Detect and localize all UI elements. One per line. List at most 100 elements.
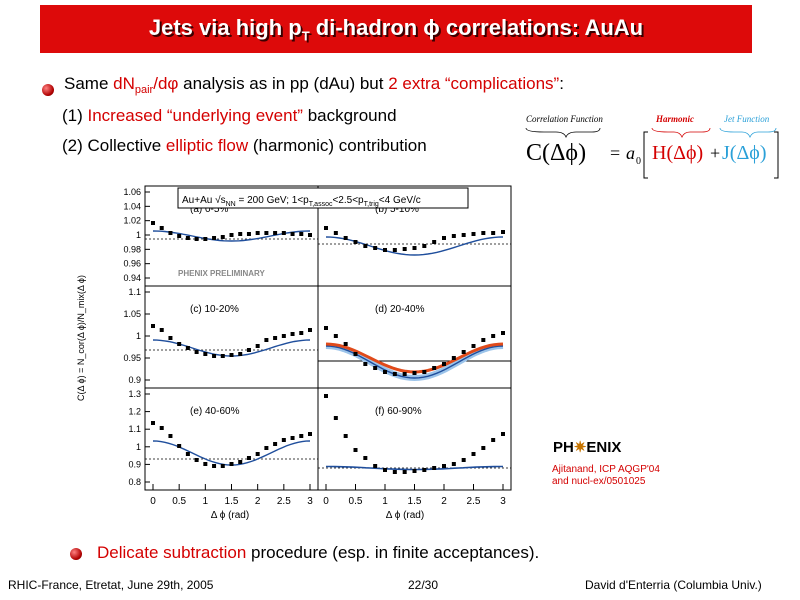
data-point	[212, 464, 217, 468]
data-point	[212, 236, 217, 240]
x-tick-label: 0	[150, 496, 156, 507]
data-point	[363, 244, 368, 248]
correlation-equation: Correlation Function C(Δϕ) = a 0 Harmoni…	[525, 114, 779, 179]
data-point	[333, 334, 338, 338]
data-point	[343, 434, 348, 438]
data-point	[238, 232, 243, 236]
data-point	[343, 236, 348, 240]
data-point	[481, 446, 486, 450]
data-point	[308, 233, 312, 237]
data-point	[353, 448, 358, 452]
panel-label: (b) 5-10%	[375, 204, 419, 215]
data-point	[229, 233, 234, 237]
data-point	[432, 366, 437, 370]
plot-header-box	[177, 187, 469, 209]
data-point	[324, 226, 328, 230]
data-point	[151, 221, 155, 225]
data-point	[151, 421, 155, 425]
data-point	[308, 328, 312, 332]
data-point	[299, 232, 304, 236]
y-tick-label: 1	[136, 442, 141, 452]
x-tick-label: 0.5	[349, 496, 363, 507]
data-point	[501, 230, 505, 234]
y-tick-label: 0.9	[128, 375, 141, 385]
y-tick-label: 1.2	[128, 407, 141, 417]
data-point	[383, 370, 387, 374]
data-point	[308, 432, 312, 436]
data-point	[185, 452, 190, 456]
harmonic-curve	[152, 440, 311, 466]
data-point	[412, 469, 417, 473]
data-point	[203, 462, 208, 466]
data-point	[246, 348, 251, 352]
y-tick-label: 1.1	[128, 424, 141, 434]
data-point	[177, 444, 182, 448]
x-axis-label: Δ ϕ (rad)	[386, 510, 424, 521]
data-point	[363, 362, 368, 366]
data-point	[442, 362, 446, 366]
x-tick-label: 2	[255, 496, 261, 507]
y-tick-label: 0.8	[128, 477, 141, 487]
plot-header: Au+Au √sNN = 200 GeV; 1<pT,assoc<2.5<pT,…	[182, 194, 421, 208]
bullet-text-1: Same dNpair/dφ analysis as in pp (dAu) b…	[64, 74, 564, 96]
y-tick-label: 1.06	[123, 187, 141, 197]
x-tick-label: 3	[500, 496, 506, 507]
data-point	[273, 231, 278, 235]
data-point	[422, 468, 427, 472]
slide-title: Jets via high pT di-hadron ϕ correlation…	[148, 14, 644, 44]
data-point	[442, 236, 446, 240]
data-point	[151, 324, 155, 328]
data-point	[168, 231, 173, 235]
data-point	[264, 231, 269, 235]
correlation-plot-grid: 1.06 1.04 1.02 1 0.98 0.96 0.94 (a) 0-5% (b) 5-1…	[76, 185, 512, 521]
bullet-icon	[70, 548, 82, 560]
data-point	[290, 232, 295, 236]
data-point	[264, 446, 269, 450]
panel-label: (c) 10-20%	[190, 304, 239, 315]
panel-label: (a) 0-5%	[190, 204, 228, 215]
equals-sign: =	[610, 143, 620, 163]
data-point	[299, 331, 304, 335]
data-point	[412, 246, 417, 250]
data-point	[229, 353, 234, 357]
data-point	[491, 334, 496, 338]
footer-left: RHIC-France, Etretat, June 29th, 2005	[8, 578, 214, 592]
data-point	[255, 344, 260, 348]
data-point	[194, 458, 199, 462]
data-point	[461, 350, 466, 354]
data-point	[281, 438, 286, 442]
x-tick-label: 2.5	[277, 496, 291, 507]
data-point	[203, 352, 208, 356]
data-point	[333, 416, 338, 420]
y-tick-label: 0.95	[123, 353, 141, 363]
y-tick-label: 0.9	[128, 459, 141, 469]
a0-subscript: 0	[636, 156, 641, 167]
data-point	[392, 372, 397, 376]
y-tick-label: 1	[136, 331, 141, 341]
data-point	[238, 352, 243, 356]
y-tick-label: 0.96	[123, 259, 141, 269]
y-axis-label: C(Δ ϕ) = N_cor(Δ ϕ)/N_mix(Δ ϕ)	[76, 275, 86, 401]
correlation-function-label: Correlation Function	[526, 114, 603, 124]
data-point	[451, 234, 456, 238]
data-point	[343, 342, 348, 346]
x-tick-label: 1	[382, 496, 388, 507]
y-tick-label: 1.02	[123, 216, 141, 226]
phenix-logo: PH✷ENIX	[553, 439, 622, 456]
data-point	[159, 426, 164, 430]
x-tick-label: 0.5	[172, 496, 186, 507]
y-tick-label: 1.1	[128, 287, 141, 297]
data-point	[501, 331, 505, 335]
data-point	[220, 235, 225, 239]
data-point	[246, 232, 251, 236]
x-tick-label: 1.5	[225, 496, 239, 507]
preliminary-watermark: PHENIX PRELIMINARY	[178, 269, 265, 278]
data-point	[281, 231, 286, 235]
data-point	[264, 338, 269, 342]
bullet-icon	[42, 84, 54, 96]
bullet-text-2: Delicate subtraction procedure (esp. in …	[97, 543, 540, 562]
data-point	[373, 366, 378, 370]
data-point	[353, 240, 358, 244]
y-tick-label: 1.04	[123, 201, 141, 211]
data-point	[220, 464, 225, 468]
